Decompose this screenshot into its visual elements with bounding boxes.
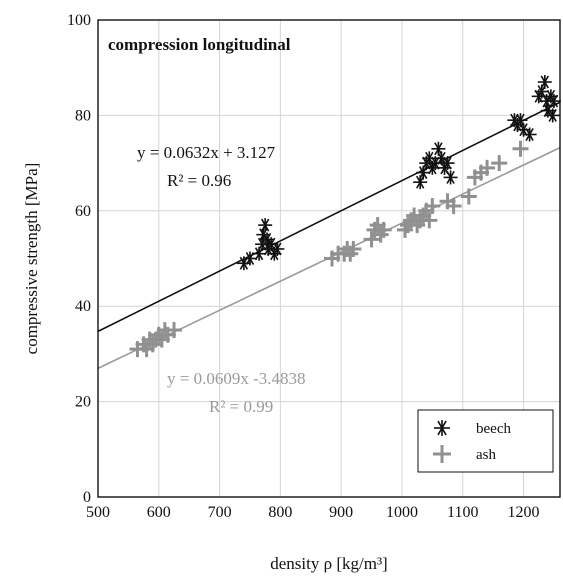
- ash-point: [445, 198, 462, 215]
- beech-point: [522, 127, 537, 142]
- y-tick-label: 80: [75, 107, 91, 124]
- beech-point: [242, 251, 257, 266]
- ash-trendline-equation: y = 0.0609x -3.4838: [167, 369, 306, 388]
- ash-point: [460, 188, 477, 205]
- ash-point: [421, 212, 438, 229]
- ash-point: [375, 221, 392, 238]
- ash-point: [512, 140, 529, 157]
- y-tick-label: 60: [75, 203, 91, 220]
- legend: beech ash: [417, 409, 554, 473]
- x-tick-label: 600: [147, 504, 171, 521]
- ash-point: [491, 155, 508, 172]
- y-axis-title: compressive strength [MPa]: [22, 163, 41, 355]
- legend-marker-beech: [434, 420, 450, 436]
- legend-plus-icon: [433, 445, 451, 463]
- ash-point: [363, 231, 380, 248]
- ash-point: [345, 240, 362, 257]
- x-axis-title: density ρ [kg/m³]: [270, 554, 387, 573]
- beech-point: [537, 75, 552, 90]
- beech-r-squared: R² = 0.96: [167, 171, 231, 190]
- x-tick-label: 800: [268, 504, 292, 521]
- beech-point: [270, 241, 285, 256]
- legend-label-beech: beech: [476, 421, 511, 437]
- legend-asterisk-icon: [434, 420, 450, 436]
- ash-point: [479, 159, 496, 176]
- plot-frame: [97, 19, 561, 498]
- x-tick-label: 1000: [386, 504, 418, 521]
- x-tick-label: 500: [86, 504, 110, 521]
- ash-equation-annotation: y = 0.0609x -3.4838 R² = 0.99: [167, 369, 306, 416]
- legend-label-ash: ash: [476, 447, 496, 463]
- beech-trendline-equation: y = 0.0632x + 3.127: [137, 143, 276, 162]
- x-tick-label: 900: [329, 504, 353, 521]
- beech-point: [443, 170, 458, 185]
- chart-title: compression longitudinal: [108, 35, 291, 54]
- x-tick-label: 1200: [508, 504, 540, 521]
- beech-point: [545, 108, 560, 123]
- beech-equation-annotation: y = 0.0632x + 3.127 R² = 0.96: [137, 143, 276, 190]
- x-tick-label: 700: [208, 504, 232, 521]
- y-tick-label: 100: [67, 12, 91, 29]
- tick-labels: 500 600 700 800 900 1000 1100 1200 0 20 40 60 80 100: [67, 12, 540, 521]
- y-tick-label: 20: [75, 394, 91, 411]
- beech-point: [440, 156, 455, 171]
- ash-r-squared: R² = 0.99: [209, 397, 273, 416]
- y-tick-label: 0: [83, 489, 91, 506]
- legend-marker-ash: [433, 445, 451, 463]
- data-points: [129, 75, 561, 358]
- x-tick-label: 1100: [447, 504, 478, 521]
- ash-point: [165, 322, 182, 339]
- beech-trendline: [97, 101, 561, 333]
- beech-point: [258, 218, 273, 233]
- beech-point: [546, 94, 561, 109]
- ash-point: [424, 198, 441, 215]
- y-tick-label: 40: [75, 298, 91, 315]
